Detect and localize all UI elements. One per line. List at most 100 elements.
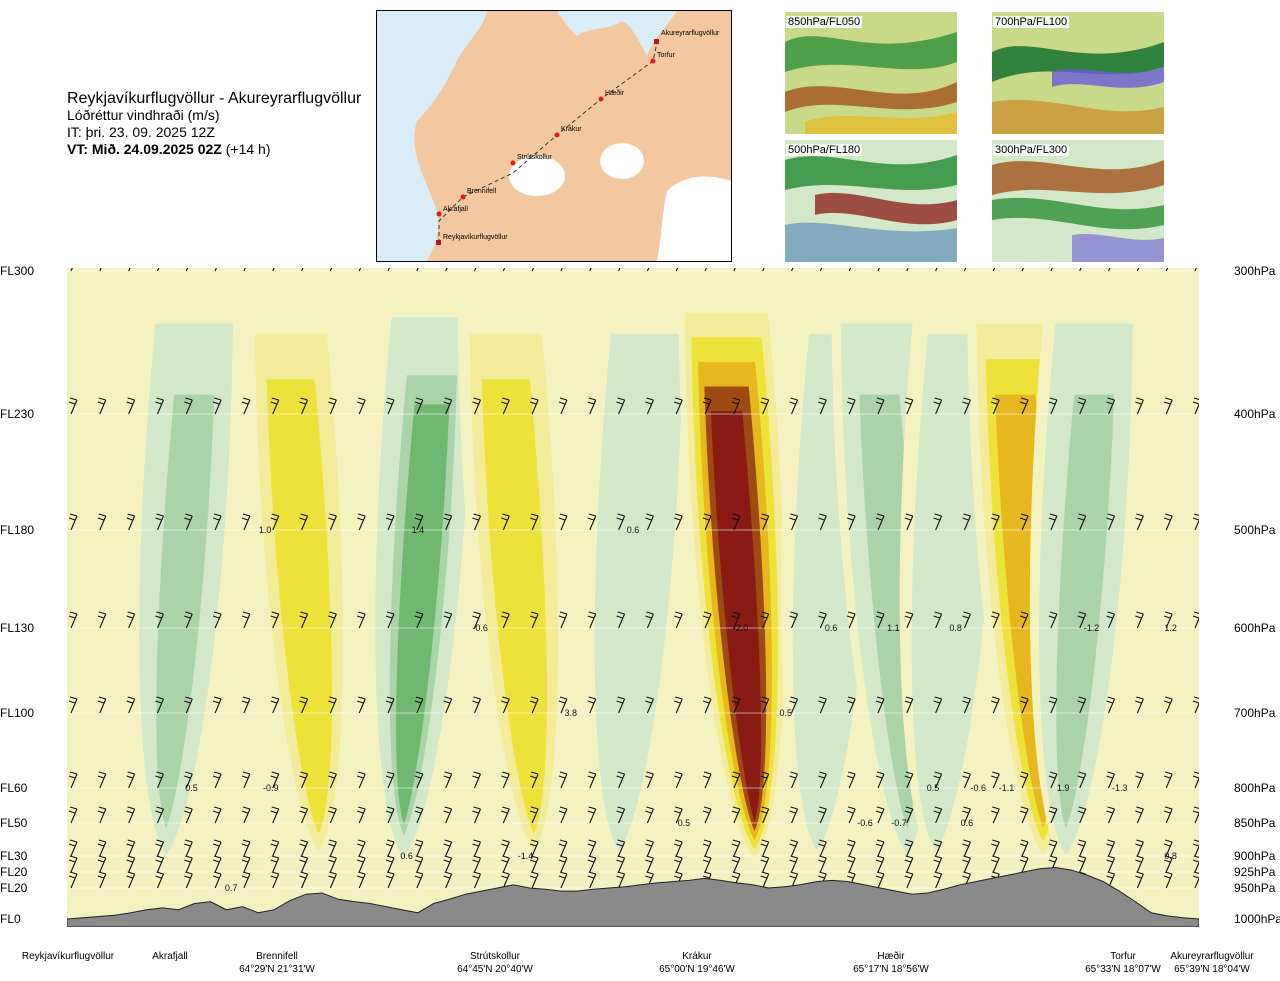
wind-barb [933, 771, 943, 789]
wind-barb [906, 268, 909, 272]
wind-barb [991, 397, 1000, 415]
wind-barb [933, 806, 943, 824]
wind-barb [472, 696, 481, 714]
location-name: Krákur [682, 951, 712, 962]
station-marker-brennifell [460, 194, 466, 200]
wind-barb [1019, 611, 1029, 629]
wind-barb [731, 513, 741, 531]
wind-barb [1077, 806, 1087, 824]
wind-barb [501, 771, 510, 789]
wind-barb [560, 268, 563, 272]
wind-barb [68, 855, 78, 873]
wind-barb [1106, 397, 1116, 415]
location-label: Strútskollur 64°45'N 20°40'W [457, 950, 533, 976]
thumbnail-500hpa[interactable]: 500hPa/FL180 [785, 140, 957, 262]
wind-barb [270, 397, 280, 415]
wind-barb [587, 397, 597, 415]
wind-barb [328, 513, 337, 531]
wind-barb [933, 397, 943, 415]
vertical-velocity-band [582, 288, 696, 868]
wind-barb [184, 855, 193, 873]
wind-barb [962, 513, 971, 531]
wind-barb [1192, 771, 1199, 789]
wind-barb [819, 268, 823, 272]
wind-barb [616, 839, 626, 857]
station-marker-reykjavik [436, 240, 441, 245]
wind-barb [587, 771, 597, 789]
wind-barb [587, 513, 597, 531]
wind-barb [128, 268, 131, 272]
wind-barb [818, 771, 827, 789]
valid-time-prefix: VT: Mið. 24.09.2025 02Z [67, 141, 222, 157]
wind-barb [789, 771, 799, 789]
wind-barb [702, 839, 712, 857]
thumbnail-850hpa[interactable]: 850hPa/FL050 [785, 12, 957, 134]
wind-barb [1021, 268, 1024, 272]
map-glacier-vatnajokull [657, 176, 731, 261]
wind-barb [155, 855, 164, 873]
wind-barb [329, 268, 333, 272]
wind-barb [962, 397, 971, 415]
wind-barb [789, 696, 799, 714]
wind-barb [270, 806, 280, 824]
chart-header: Reykjavíkurflugvöllur - Akureyrarflugvöl… [67, 90, 361, 158]
wind-barb [1135, 839, 1144, 857]
wind-barb [357, 696, 366, 714]
wind-barb [529, 871, 539, 889]
location-name: Akrafjall [152, 951, 188, 962]
vertical-velocity-band [367, 288, 480, 868]
contour-value-label: -1.4 [517, 851, 534, 861]
contour-value-label: 0.8 [949, 623, 962, 633]
wind-barb [733, 268, 736, 272]
flight-level-label: FL50 [0, 816, 28, 830]
wind-barb [270, 855, 280, 873]
wind-barb [501, 806, 510, 824]
wind-barb [1135, 806, 1144, 824]
wind-barb [241, 771, 251, 789]
wind-barb [328, 397, 337, 415]
thumbnail-500hpa-svg [785, 140, 957, 262]
wind-barb [299, 855, 309, 873]
wind-barb [501, 611, 510, 629]
wind-barb [1106, 611, 1116, 629]
wind-barb [904, 696, 914, 714]
contour-value-label: 1.9 [1056, 783, 1070, 793]
map-label-brennifell: Brennifell [467, 188, 497, 195]
thumbnail-700hpa[interactable]: 700hPa/FL100 [992, 12, 1164, 134]
cross-section-svg [67, 268, 1199, 927]
wind-barb [385, 871, 395, 889]
wind-barb [357, 397, 366, 415]
wind-barb [1194, 268, 1197, 272]
wind-barb [933, 611, 943, 629]
wind-barb [760, 855, 770, 873]
thumbnail-label: 850hPa/FL050 [786, 16, 863, 28]
wind-barb [933, 513, 943, 531]
location-name: Akureyrarflugvöllur [1170, 951, 1254, 962]
wind-barb [1077, 611, 1087, 629]
wind-barb [1192, 871, 1199, 889]
location-name: Brennifell [256, 951, 298, 962]
quantity-label: Lóðréttur vindhraði (m/s) [67, 107, 220, 123]
thumbnail-300hpa[interactable]: 300hPa/FL300 [992, 140, 1164, 262]
contour-value-label: 1.0 [258, 525, 272, 535]
wind-barb [1106, 839, 1116, 857]
wind-barb [472, 513, 481, 531]
vertical-velocity-band [129, 288, 243, 868]
wind-barb [846, 513, 856, 531]
pressure-level-label: 600hPa [1234, 621, 1276, 635]
wind-barb [645, 696, 654, 714]
wind-barb [1135, 771, 1144, 789]
wind-barb [328, 871, 337, 889]
wind-barb [1164, 855, 1173, 873]
wind-barb [558, 397, 568, 415]
wind-barb [1019, 513, 1029, 531]
wind-barb [704, 268, 707, 272]
wind-barb [1135, 397, 1144, 415]
wind-barb [214, 268, 217, 272]
flight-level-label: FL0 [0, 912, 21, 926]
wind-barb [472, 611, 481, 629]
wind-barb [904, 611, 914, 629]
wind-barb [68, 771, 78, 789]
wind-barb [558, 771, 568, 789]
wind-barb [875, 771, 885, 789]
